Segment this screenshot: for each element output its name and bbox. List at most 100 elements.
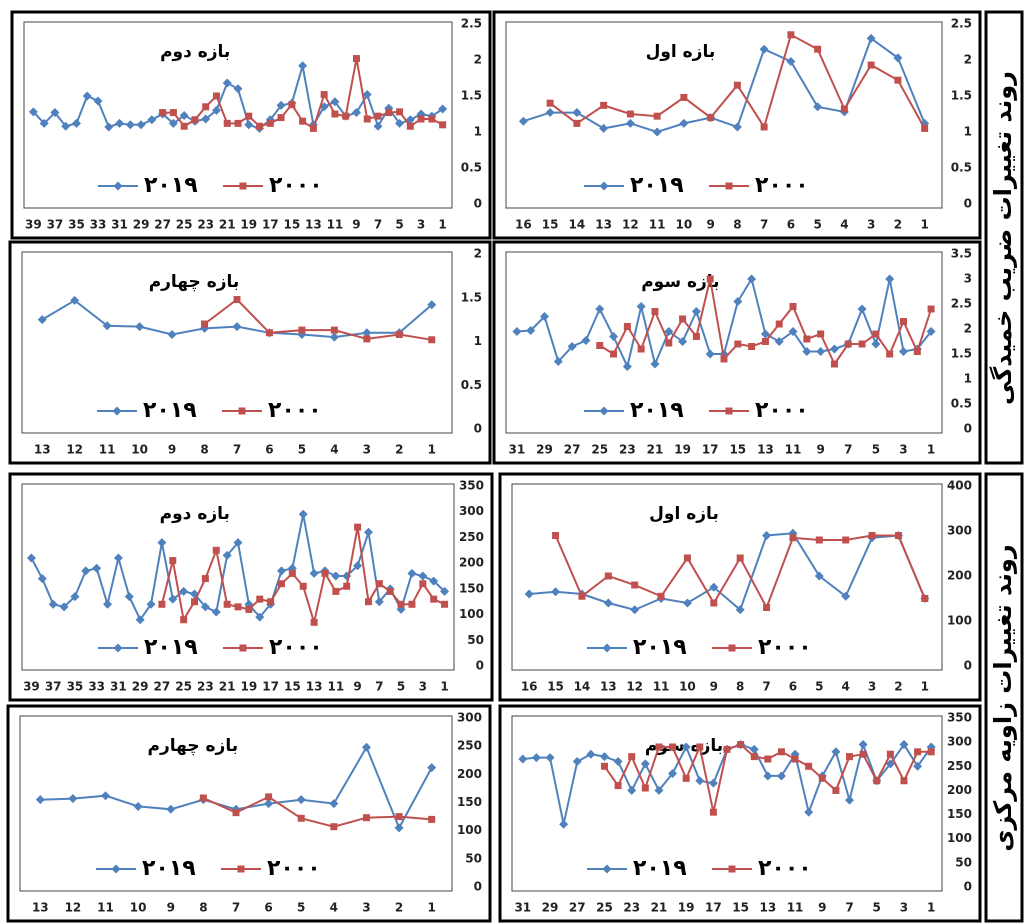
marker [168, 594, 178, 604]
x-tick-label: 5 [297, 901, 305, 915]
marker [266, 119, 274, 127]
marker [146, 599, 156, 609]
x-tick-label: 11 [327, 218, 344, 232]
x-tick-label: 25 [596, 901, 613, 915]
y-tick-label: 0 [476, 659, 484, 673]
marker [626, 110, 634, 118]
x-tick-label: 25 [591, 443, 608, 457]
marker [351, 108, 361, 118]
marker [180, 122, 188, 130]
marker [70, 295, 80, 305]
marker [840, 105, 848, 113]
marker [385, 109, 393, 117]
chart-title: بازه چهارم [149, 272, 240, 292]
marker [707, 114, 715, 122]
marker [553, 357, 563, 366]
marker [732, 122, 742, 132]
x-tick-label: 13 [306, 680, 323, 694]
marker [696, 743, 704, 751]
marker [640, 759, 650, 769]
marker [692, 333, 700, 340]
legend-label: ۲۰۱۹ [633, 856, 687, 881]
marker [803, 335, 811, 343]
marker [679, 315, 687, 323]
marker [572, 756, 582, 766]
marker [602, 643, 612, 653]
side-box [984, 472, 1024, 923]
marker [651, 308, 659, 315]
marker [179, 110, 189, 120]
marker [265, 793, 273, 801]
x-tick-label: 5 [872, 443, 880, 457]
marker [762, 531, 772, 540]
y-tick-label: 200 [457, 767, 482, 781]
x-tick-label: 3 [419, 680, 427, 694]
x-tick-label: 19 [678, 901, 695, 915]
y-tick-label: 1 [964, 125, 972, 139]
marker [298, 326, 306, 334]
marker [787, 31, 795, 39]
marker [222, 550, 232, 560]
y-tick-label: 250 [947, 759, 972, 773]
x-tick-label: 9 [168, 443, 176, 457]
legend-label: ۲۰۰۰ [755, 398, 809, 423]
chart-title: بازه سوم [641, 272, 719, 292]
chart-box [498, 472, 982, 702]
marker [540, 312, 550, 321]
y-tick-label: 0.5 [951, 161, 972, 175]
chart-box [8, 240, 492, 465]
marker [581, 336, 591, 345]
series-line [554, 534, 926, 610]
x-tick-label: 39 [25, 218, 42, 232]
x-tick-label: 33 [90, 218, 107, 232]
x-tick-label: 1 [927, 901, 935, 915]
marker [427, 763, 437, 773]
marker [829, 344, 839, 354]
x-tick-label: 3 [417, 218, 425, 232]
marker [244, 120, 254, 130]
marker [427, 300, 437, 310]
marker [725, 407, 733, 415]
legend-label: ۲۰۰۰ [267, 856, 321, 881]
marker [695, 776, 705, 786]
marker [844, 340, 852, 348]
marker [147, 115, 157, 125]
marker [59, 602, 69, 612]
marker [604, 572, 612, 580]
y-tick-label: 400 [947, 479, 972, 493]
x-tick-label: 15 [547, 680, 564, 694]
y-tick-label: 0.5 [951, 397, 972, 411]
marker [805, 762, 813, 770]
marker [572, 108, 582, 118]
x-tick-label: 8 [199, 901, 207, 915]
x-tick-label: 12 [66, 443, 83, 457]
marker [212, 92, 220, 100]
marker [353, 561, 363, 571]
marker [102, 321, 112, 331]
series-line [41, 299, 433, 339]
x-tick-label: 25 [176, 218, 193, 232]
marker [641, 784, 649, 792]
legend-label: ۲۰۱۹ [633, 635, 687, 660]
marker [397, 600, 405, 608]
x-tick-label: 11 [327, 680, 344, 694]
x-tick-label: 9 [710, 680, 718, 694]
y-tick-label: 2.5 [461, 17, 482, 31]
x-tick-label: 21 [651, 901, 668, 915]
x-tick-label: 2 [395, 443, 403, 457]
marker [428, 815, 436, 823]
marker [710, 599, 718, 607]
marker [331, 110, 339, 118]
marker [256, 595, 264, 603]
marker [551, 587, 561, 597]
x-tick-label: 7 [760, 218, 768, 232]
x-tick-label: 19 [241, 680, 258, 694]
marker [158, 600, 166, 608]
x-tick-label: 4 [840, 218, 848, 232]
y-tick-label: 0 [474, 880, 482, 894]
x-tick-label: 8 [200, 443, 208, 457]
x-tick-label: 29 [542, 901, 559, 915]
marker [630, 605, 640, 615]
x-tick-label: 29 [133, 218, 150, 232]
marker [628, 753, 636, 761]
